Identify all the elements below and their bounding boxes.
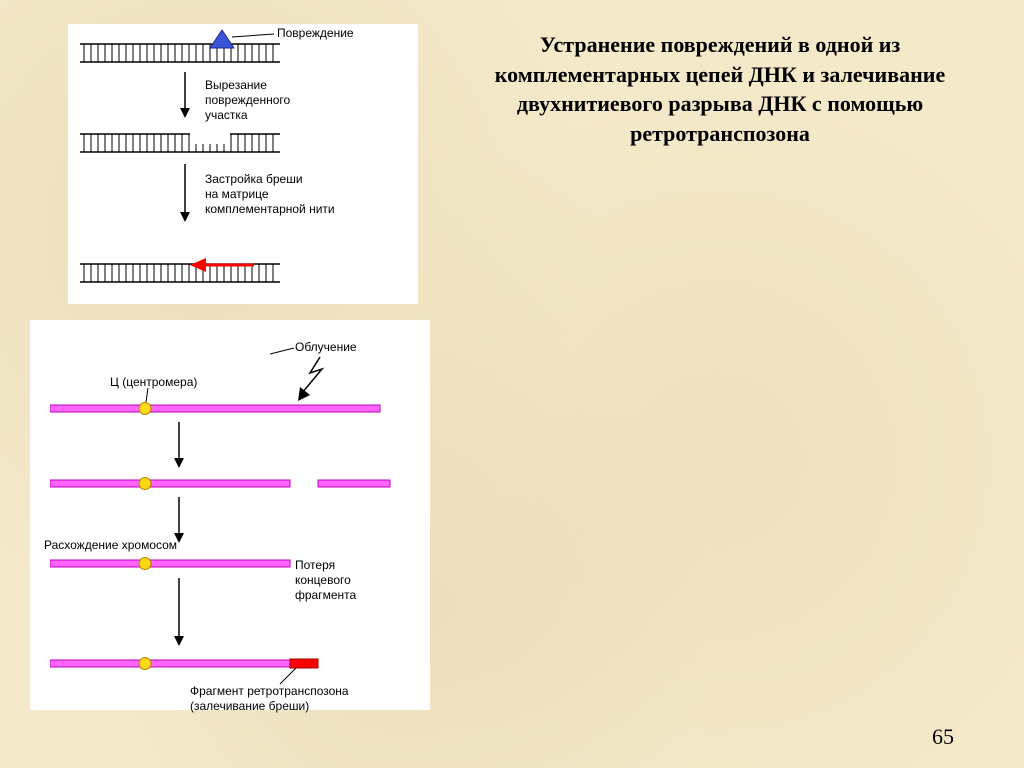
arrow-down-1-icon <box>178 70 192 120</box>
divergence-label: Расхождение хромосом <box>44 538 177 553</box>
damage-label: Повреждение <box>277 26 354 41</box>
title-block: Устранение повреждений в одной из компле… <box>460 30 980 149</box>
dna-row-1 <box>80 40 290 70</box>
chromosome-arrow-3-icon <box>172 576 186 648</box>
damage-leader <box>232 32 276 42</box>
irradiation-leader <box>270 346 296 356</box>
lower-panel-bg <box>30 320 430 710</box>
irradiation-label: Облучение <box>295 340 357 355</box>
chromosome-arrow-1-icon <box>172 420 186 470</box>
excision-label: Вырезание поврежденного участка <box>205 78 290 123</box>
dna-row-3 <box>80 260 290 290</box>
dna-row-2 <box>80 130 290 160</box>
chromosome-row-3 <box>50 556 300 572</box>
chromosome-row-2 <box>50 476 395 492</box>
page-title: Устранение повреждений в одной из компле… <box>460 30 980 149</box>
page-number: 65 <box>932 724 954 750</box>
fillin-label: Застройка бреши на матрице комплементарн… <box>205 172 335 217</box>
retro-label: Фрагмент ретротранспозона (залечивание б… <box>190 684 349 714</box>
loss-label: Потеря концевого фрагмента <box>295 558 356 603</box>
red-repair-arrow-icon <box>188 256 258 274</box>
arrow-down-2-icon <box>178 162 192 224</box>
centromere-label: Ц (центромера) <box>110 375 197 390</box>
chromosome-row-1 <box>50 401 385 417</box>
irradiation-zigzag-icon <box>280 355 330 405</box>
